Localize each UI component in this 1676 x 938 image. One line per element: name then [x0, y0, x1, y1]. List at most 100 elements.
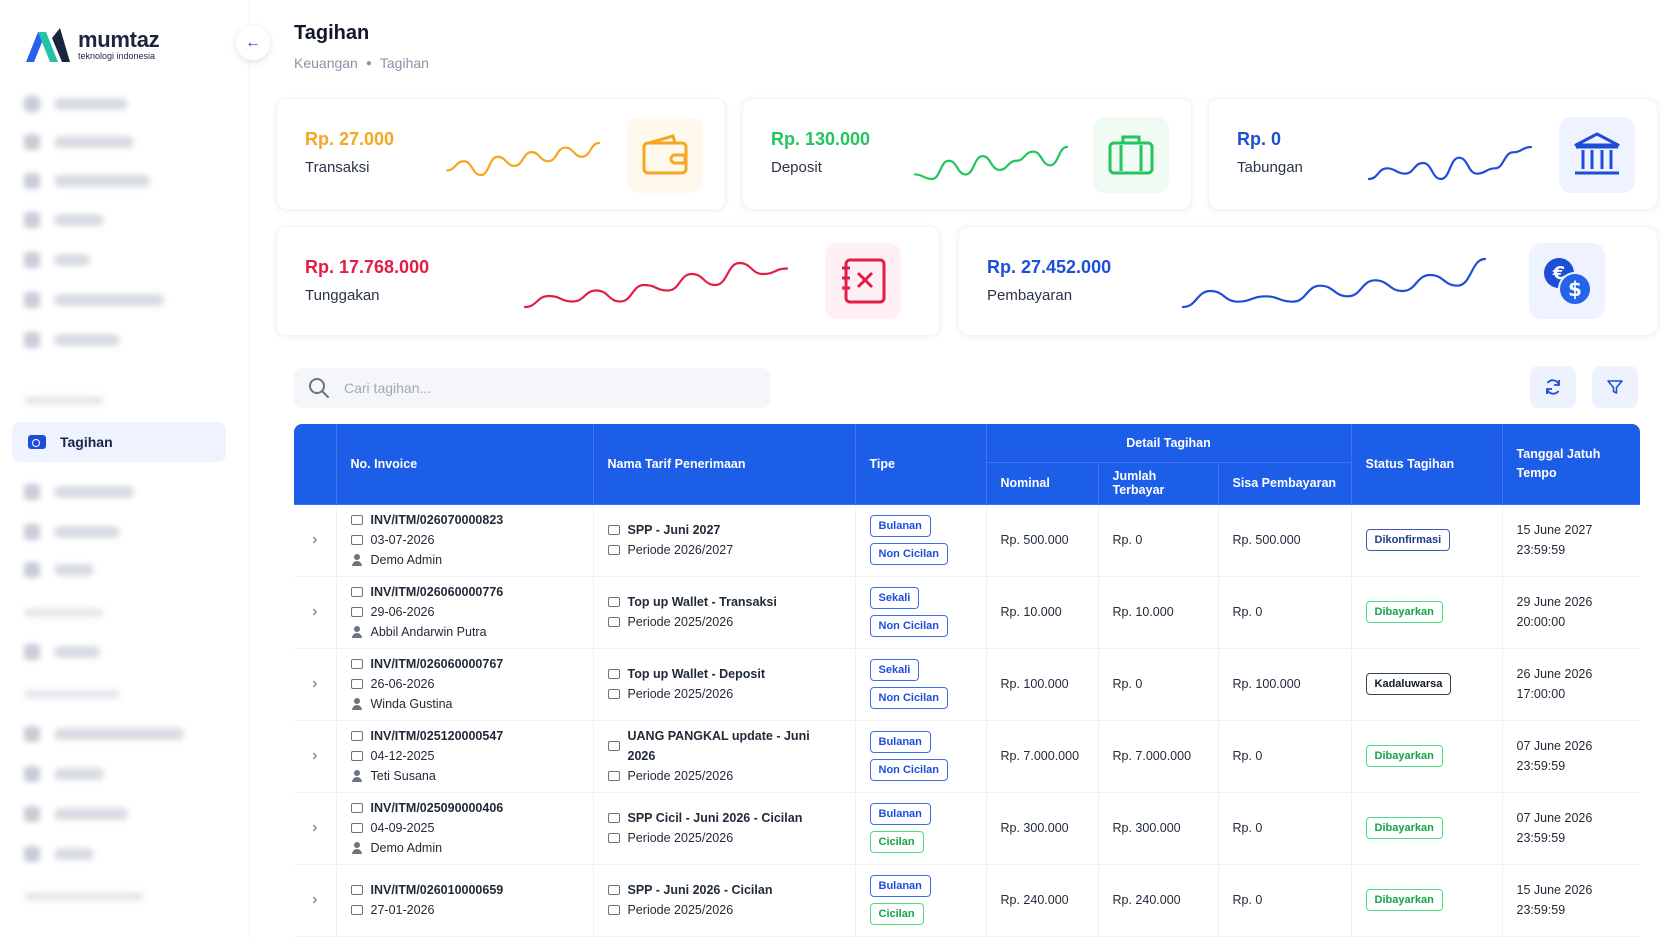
expand-row-button[interactable]: › [294, 720, 337, 793]
stat-card-tunggakan: Rp. 17.768.000 Tunggakan [276, 226, 940, 336]
nominal-cell: Rp. 300.000 [986, 792, 1099, 865]
card-icon [350, 587, 363, 597]
invoice-user: Winda Gustina [370, 697, 453, 711]
chevron-right-icon: › [312, 819, 318, 836]
tarif-periode: Periode 2025/2026 [627, 903, 734, 917]
invoice-user: Demo Admin [370, 553, 443, 567]
calendar-icon [350, 607, 363, 617]
due-date: 15 June 2026 [1516, 883, 1593, 897]
invoice-number[interactable]: INV/ITM/026070000823 [370, 513, 504, 527]
search-input[interactable] [344, 380, 744, 396]
invoice-number[interactable]: INV/ITM/026010000659 [370, 883, 504, 897]
sidebar-item-blurred[interactable] [24, 846, 94, 862]
table-row[interactable]: › INV/ITM/026010000659 27-01-2026 SPP - … [294, 864, 1640, 937]
cicilan-badge: Cicilan [869, 903, 924, 925]
sidebar-item-blurred[interactable] [24, 96, 128, 112]
sidebar-item-blurred[interactable] [24, 212, 104, 228]
invoice-number[interactable]: INV/ITM/026060000767 [370, 657, 504, 671]
status-badge: Dibayarkan [1365, 817, 1443, 839]
cicilan-badge: Non Cicilan [869, 543, 949, 565]
invoice-number[interactable]: INV/ITM/025120000547 [370, 729, 504, 743]
stat-label: Deposit [771, 159, 822, 176]
invoice-date: 26-06-2026 [370, 677, 435, 691]
bank-icon [1559, 117, 1635, 193]
invoice-number[interactable]: INV/ITM/026060000776 [370, 585, 504, 599]
mumtaz-logo-icon [26, 28, 70, 62]
book-icon [607, 771, 620, 781]
calendar-icon [350, 823, 363, 833]
expand-row-button[interactable]: › [294, 504, 337, 577]
sidebar-section-label-blurred [24, 690, 120, 699]
calendar-icon [350, 751, 363, 761]
stat-label: Tunggakan [305, 287, 380, 304]
card-icon [350, 885, 363, 895]
breadcrumb-item-keuangan[interactable]: Keuangan [294, 55, 358, 71]
sidebar-item-blurred[interactable] [24, 524, 120, 540]
column-header-terbayar[interactable]: Jumlah Terbayar [1098, 462, 1219, 505]
tarif-name: SPP Cicil - Juni 2026 - Cicilan [627, 811, 803, 825]
column-header-status[interactable]: Status Tagihan [1351, 424, 1503, 505]
column-header-nominal[interactable]: Nominal [986, 462, 1099, 505]
invoice-cell: INV/ITM/026060000776 29-06-2026 Abbil An… [336, 576, 594, 649]
calendar-icon [350, 679, 363, 689]
stat-amount: Rp. 17.768.000 [305, 257, 430, 277]
filter-button[interactable] [1592, 366, 1638, 408]
table-row[interactable]: › INV/ITM/026070000823 03-07-2026 Demo A… [294, 504, 1640, 577]
sidebar-item-blurred[interactable] [24, 562, 94, 578]
table-row[interactable]: › INV/ITM/026060000776 29-06-2026 Abbil … [294, 576, 1640, 649]
user-icon [351, 770, 363, 782]
sidebar-item-blurred[interactable] [24, 292, 164, 308]
tarif-name: UANG PANGKAL update - Juni 2026 [627, 729, 810, 763]
sparkline-deposit [913, 145, 1069, 181]
due-date: 29 June 2026 [1516, 595, 1593, 609]
expand-row-button[interactable]: › [294, 648, 337, 721]
sidebar-item-blurred[interactable] [24, 252, 90, 268]
stat-amount: Rp. 27.000 [305, 129, 395, 149]
cicilan-badge: Non Cicilan [869, 615, 949, 637]
sidebar-item-blurred[interactable] [24, 134, 134, 150]
column-header-tarif[interactable]: Nama Tarif Penerimaan [593, 424, 856, 505]
book-icon [607, 905, 620, 915]
expand-row-button[interactable]: › [294, 864, 337, 937]
terbayar-cell: Rp. 300.000 [1098, 792, 1219, 865]
arrow-left-icon: ← [245, 34, 261, 51]
expand-row-button[interactable]: › [294, 792, 337, 865]
column-header-sisa[interactable]: Sisa Pembayaran [1218, 462, 1352, 505]
breadcrumb-item-tagihan: Tagihan [379, 55, 429, 71]
sisa-cell: Rp. 0 [1218, 864, 1352, 937]
tarif-periode: Periode 2025/2026 [627, 769, 734, 783]
sidebar-item-blurred[interactable] [24, 173, 150, 189]
table-row[interactable]: › INV/ITM/025120000547 04-12-2025 Teti S… [294, 720, 1640, 793]
table-row[interactable]: › INV/ITM/025090000406 04-09-2025 Demo A… [294, 792, 1640, 865]
status-badge: Kadaluwarsa [1365, 673, 1452, 695]
book-icon [607, 689, 620, 699]
column-header-jatuh-tempo[interactable]: Tanggal Jatuh Tempo [1502, 424, 1640, 505]
sidebar-item-blurred[interactable] [24, 806, 128, 822]
sidebar-collapse-button[interactable]: ← [236, 26, 270, 60]
due-time: 23:59:59 [1516, 903, 1566, 917]
stat-card-transaksi: Rp. 27.000 Transaksi [276, 98, 726, 210]
sidebar-item-blurred[interactable] [24, 644, 100, 660]
sidebar-item-blurred[interactable] [24, 332, 120, 348]
sisa-cell: Rp. 100.000 [1218, 648, 1352, 721]
sidebar-item-blurred[interactable] [24, 726, 184, 742]
invoice-number[interactable]: INV/ITM/025090000406 [370, 801, 504, 815]
expand-row-button[interactable]: › [294, 576, 337, 649]
brand-logo[interactable]: mumtaz teknologi indonesia [24, 24, 160, 66]
column-header-invoice[interactable]: No. Invoice [336, 424, 594, 505]
table-row[interactable]: › INV/ITM/026060000767 26-06-2026 Winda … [294, 648, 1640, 721]
sidebar-item-blurred[interactable] [24, 766, 104, 782]
due-date: 07 June 2026 [1516, 811, 1593, 825]
refresh-button[interactable] [1530, 366, 1576, 408]
card-icon [607, 669, 620, 679]
column-header-tipe[interactable]: Tipe [855, 424, 987, 505]
nominal-cell: Rp. 10.000 [986, 576, 1099, 649]
sidebar-item-blurred[interactable] [24, 484, 134, 500]
expand-column-header [294, 424, 337, 505]
invoice-cell: INV/ITM/026070000823 03-07-2026 Demo Adm… [336, 504, 594, 577]
invoice-date: 03-07-2026 [370, 533, 435, 547]
book-icon [607, 545, 620, 555]
sidebar-item-tagihan[interactable]: Tagihan [12, 422, 226, 462]
sparkline-path [1181, 257, 1487, 309]
